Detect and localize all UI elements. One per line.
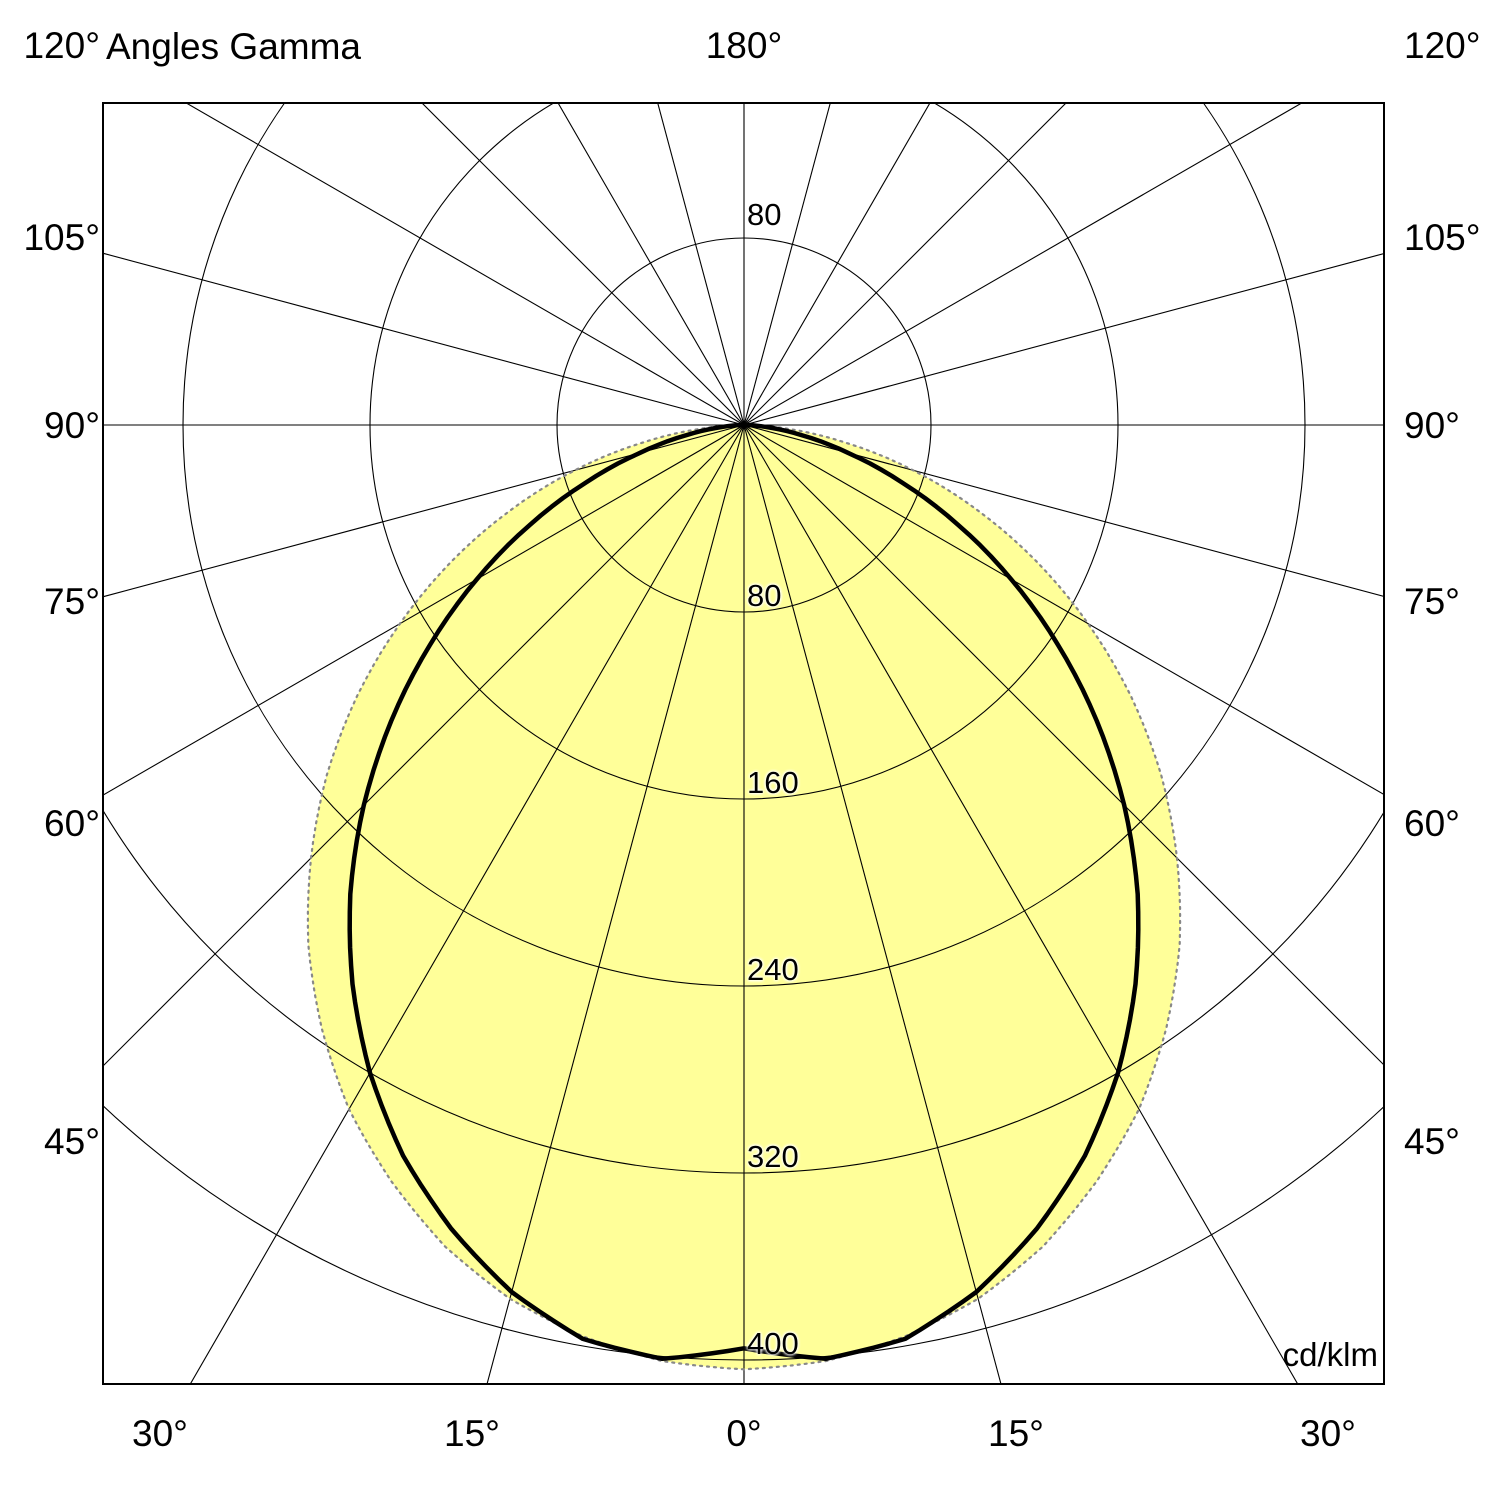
- gamma-grid-line-255: [103, 252, 745, 426]
- gamma-grid-line-15: [743, 424, 1002, 1384]
- ring-label-320: 320: [747, 1139, 799, 1174]
- gamma-grid-line-285: [103, 424, 745, 598]
- gamma-grid-line-105: [743, 252, 1384, 426]
- intensity-curve-dotted: [306, 423, 1182, 1371]
- gamma-grid-line-165: [743, 103, 831, 426]
- gamma-label-left-45: 45°: [44, 1121, 100, 1162]
- gamma-grid-line-210: [557, 103, 745, 426]
- plot-border: [102, 102, 1385, 1385]
- gamma-label-right-60: 60°: [1404, 803, 1460, 844]
- gamma-grid-line-45: [743, 424, 1384, 1066]
- gamma-label-left-120: 120°: [23, 25, 100, 66]
- unit-label: cd/klm: [1282, 1336, 1378, 1373]
- gamma-label-right-45: 45°: [1404, 1121, 1460, 1162]
- ring-label-80-top: 80: [747, 197, 782, 232]
- gamma-grid-line-300: [103, 424, 745, 796]
- gamma-label-right-105: 105°: [1404, 217, 1481, 258]
- diagram-title: Angles Gamma: [106, 26, 361, 67]
- gamma-label-left-105: 105°: [23, 217, 100, 258]
- gamma-label-bottom-0: 0°: [726, 1413, 762, 1454]
- ring-label-160: 160: [747, 765, 799, 800]
- intensity-curve-solid: [347, 422, 1141, 1362]
- ring-label-240: 240: [747, 952, 799, 987]
- gamma-label-bottom-30-right: 30°: [1300, 1413, 1356, 1454]
- gamma-grid-line-240: [185, 103, 745, 426]
- gamma-grid-line-120: [743, 103, 1303, 426]
- gamma-label-left-90: 90°: [44, 405, 100, 446]
- gamma-label-right-120: 120°: [1404, 25, 1481, 66]
- gamma-grid-line-150: [743, 103, 931, 426]
- gamma-label-left-60: 60°: [44, 803, 100, 844]
- gamma-label-bottom-15-right: 15°: [988, 1413, 1044, 1454]
- gamma-grid-line-345: [486, 424, 745, 1384]
- gamma-grid-line-75: [743, 424, 1384, 598]
- gamma-label-180: 180°: [705, 25, 783, 66]
- gamma-label-bottom-30-left: 30°: [132, 1413, 188, 1454]
- gamma-grid-line-60: [743, 424, 1384, 796]
- gamma-grid-line-135: [743, 103, 1067, 426]
- ring-label-400: 400: [747, 1326, 799, 1361]
- gamma-label-right-75: 75°: [1404, 581, 1460, 622]
- gamma-label-left-75: 75°: [44, 581, 100, 622]
- gamma-grid-line-225: [421, 103, 745, 426]
- gamma-grid-line-195: [657, 103, 745, 426]
- gamma-label-bottom-15-left: 15°: [444, 1413, 500, 1454]
- gamma-label-right-90: 90°: [1404, 405, 1460, 446]
- gamma-grid-line-315: [103, 424, 745, 1067]
- ring-label-80: 80: [747, 578, 782, 613]
